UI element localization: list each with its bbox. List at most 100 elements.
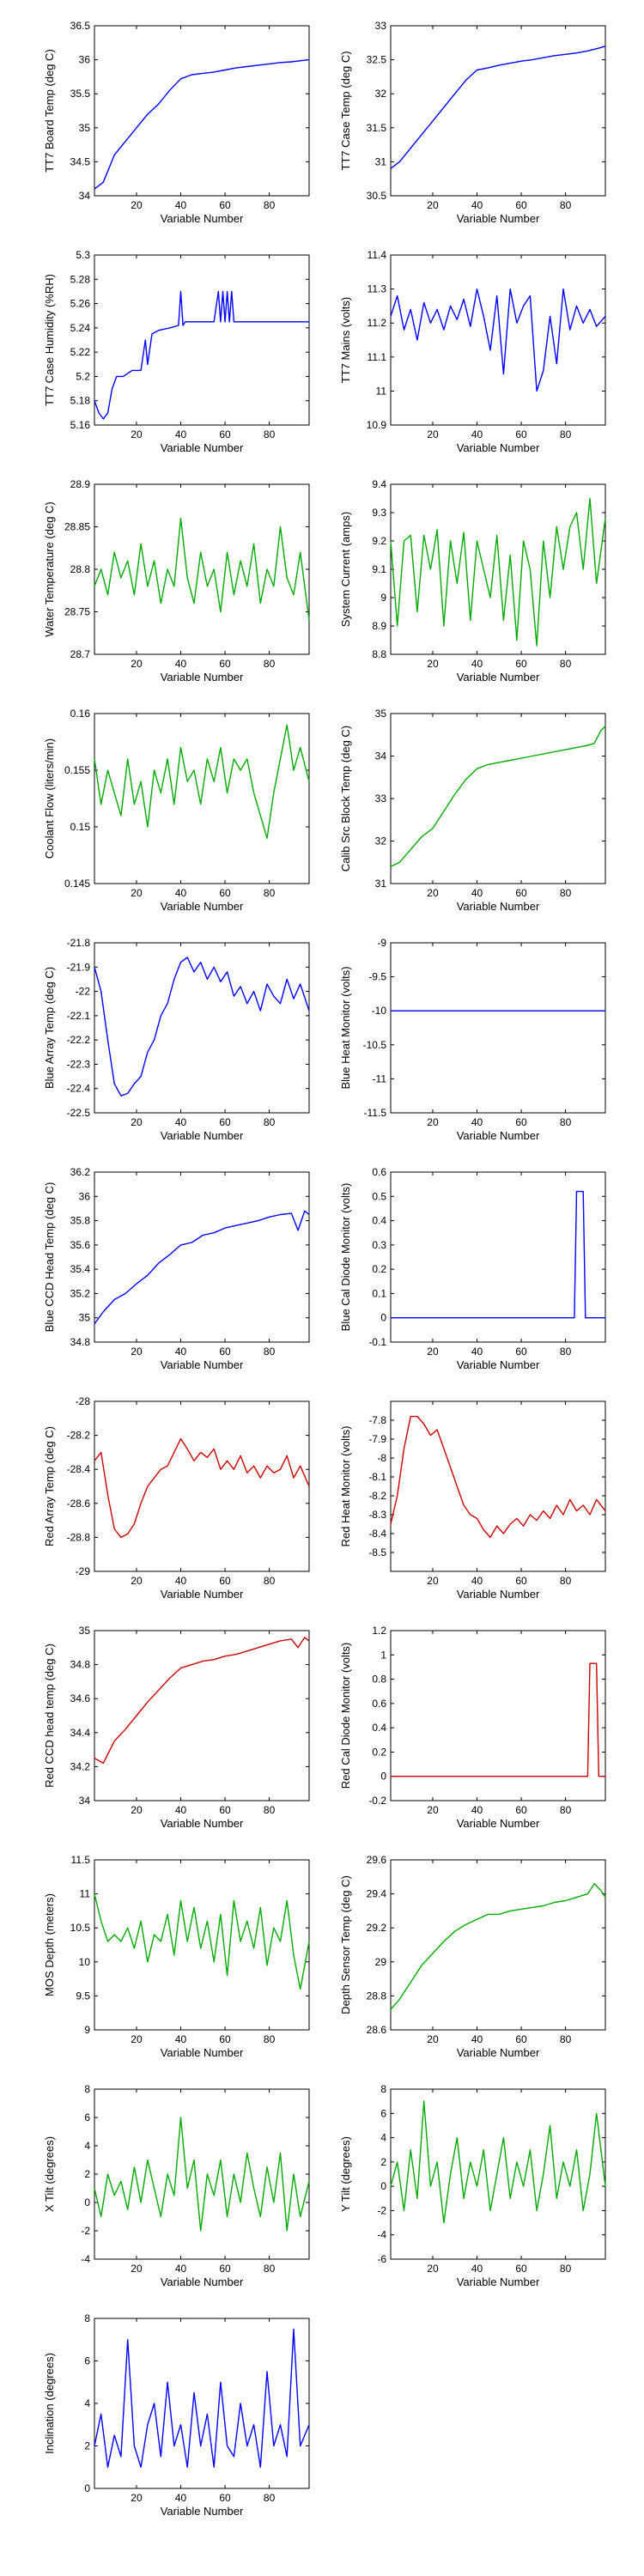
chart-panel-blue-ccd-head-temp: 34.8 35 35.2 35.4 35.6 35.8 36 36.2 20 40 60 80 Vari…	[43, 1166, 310, 1371]
x-tick-label: 20	[427, 658, 439, 670]
x-tick-label: 40	[471, 199, 483, 211]
x-tick-label: 80	[264, 1575, 276, 1587]
x-tick-label: 60	[219, 887, 231, 899]
y-tick-label: 1	[380, 1649, 386, 1661]
x-tick-label: 60	[219, 658, 231, 670]
x-tick-label: 40	[471, 2263, 483, 2275]
plot-area	[94, 942, 310, 1114]
series-line-mos-depth	[94, 1893, 310, 1990]
y-tick-label: 4	[84, 2397, 90, 2409]
x-axis-label: Variable Number	[161, 1129, 244, 1142]
x-axis-label: Variable Number	[457, 212, 540, 225]
y-tick-label: -28.4	[67, 1463, 91, 1475]
y-tick-label: -10	[372, 1005, 387, 1017]
x-tick-label: 80	[560, 2263, 572, 2275]
series-line-tt7-case-temp	[390, 46, 606, 169]
y-tick-label: -28.8	[67, 1531, 91, 1543]
y-tick-label: 0.4	[372, 1215, 386, 1227]
x-tick-label: 40	[471, 1346, 483, 1358]
plot-area	[390, 25, 606, 197]
y-tick-label: 0.8	[372, 1674, 386, 1686]
y-tick-label: 11	[376, 385, 387, 397]
y-tick-label: 8	[84, 2312, 90, 2324]
x-tick-label: 80	[560, 887, 572, 899]
y-axis-label: Water Temperature (deg C)	[43, 501, 56, 637]
y-tick-label: 36	[79, 54, 91, 66]
x-tick-label: 20	[131, 428, 143, 440]
chart-panel-blue-cal-diode-monitor: -0.1 0 0.1 0.2 0.3 0.4 0.5 0.6 20 40 60 80 Variable …	[339, 1166, 606, 1371]
y-axis-label: Blue Heat Monitor (volts)	[339, 966, 352, 1089]
x-tick-label: 20	[131, 2492, 143, 2504]
series-line-coolant-flow	[94, 724, 310, 839]
y-tick-label: -6	[377, 2253, 386, 2265]
y-tick-label: 11.2	[368, 317, 387, 329]
x-axis-label: Variable Number	[161, 2505, 244, 2518]
y-tick-label: 35.2	[70, 1287, 91, 1299]
y-tick-label: 5.22	[70, 346, 91, 358]
x-tick-label: 20	[131, 1346, 143, 1358]
y-tick-label: 0	[380, 2180, 386, 2192]
chart-panel-inclination: 0 2 4 6 8 20 40 60 80 Variable Number Inclination …	[43, 2312, 310, 2518]
y-tick-label: 29.2	[367, 1922, 387, 1934]
x-tick-label: 40	[175, 199, 187, 211]
x-tick-label: 20	[131, 1116, 143, 1128]
y-tick-label: 10	[79, 1956, 91, 1968]
y-tick-label: 34.8	[70, 1659, 91, 1671]
series-line-inclination	[94, 2328, 310, 2469]
x-axis-label: Variable Number	[457, 900, 540, 913]
y-tick-label: 5.2	[76, 370, 90, 382]
y-tick-label: 2	[84, 2440, 90, 2452]
y-tick-label: -22.1	[67, 1010, 91, 1022]
y-tick-label: -22.2	[67, 1034, 91, 1046]
x-tick-label: 40	[175, 1116, 187, 1128]
y-tick-label: 10.9	[367, 419, 387, 431]
series-line-red-cal-diode-monitor	[391, 1662, 605, 1777]
y-tick-label: 32	[375, 88, 387, 100]
y-axis-label: TT7 Board Temp (deg C)	[43, 49, 56, 173]
x-axis-label: Variable Number	[457, 1129, 540, 1142]
y-tick-label: 11.5	[71, 1854, 91, 1866]
y-tick-label: -28	[76, 1395, 91, 1407]
y-tick-label: -22	[76, 986, 91, 998]
plot-area	[94, 25, 310, 197]
chart-panel-red-heat-monitor: -8.5 -8.4 -8.3 -8.2 -8.1 -8 -7.9 -7.8 20 40 60 80 Va…	[339, 1400, 606, 1601]
y-axis-label: Coolant Flow (liters/min)	[43, 738, 56, 859]
y-axis-label: Blue Array Temp (deg C)	[43, 967, 56, 1089]
x-tick-label: 60	[515, 1575, 527, 1587]
chart-panel-tt7-case-humidity: 5.16 5.18 5.2 5.22 5.24 5.26 5.28 5.3 20 40 60 80 Va…	[43, 249, 310, 454]
x-tick-label: 80	[264, 2492, 276, 2504]
y-tick-label: 28.8	[70, 563, 91, 575]
x-tick-label: 40	[175, 2263, 187, 2275]
y-tick-label: 9.4	[372, 478, 386, 490]
y-tick-label: 28.9	[70, 478, 91, 490]
chart-panel-y-tilt: -6 -4 -2 0 2 4 6 8 20 40 60 80 Variable Number Y Tilt…	[339, 2083, 606, 2288]
y-tick-label: -11	[373, 1072, 387, 1084]
x-tick-label: 40	[175, 2033, 187, 2045]
chart-panel-blue-heat-monitor: -11.5 -11 -10.5 -10 -9.5 -9 20 40 60 80 Variable N…	[339, 937, 606, 1142]
y-tick-label: -2	[81, 2225, 90, 2237]
series-line-y-tilt	[390, 2100, 606, 2224]
y-tick-label: 32.5	[367, 54, 387, 66]
x-tick-label: 40	[471, 2033, 483, 2045]
x-tick-label: 60	[219, 1804, 231, 1816]
y-tick-label: 28.75	[64, 606, 90, 618]
y-axis-label: Calib Src Block Temp (deg C)	[339, 726, 352, 872]
x-tick-label: 40	[471, 887, 483, 899]
series-line-tt7-board-temp	[94, 58, 310, 190]
x-axis-label: Variable Number	[457, 1358, 540, 1371]
y-tick-label: 5.28	[70, 273, 91, 285]
x-tick-label: 80	[264, 2033, 276, 2045]
x-tick-label: 40	[471, 658, 483, 670]
x-tick-label: 60	[219, 1346, 231, 1358]
x-tick-label: 80	[560, 1575, 572, 1587]
series-line-system-current	[390, 497, 606, 647]
y-tick-label: -21.8	[67, 937, 91, 949]
y-axis-label: Red Array Temp (deg C)	[43, 1426, 56, 1546]
x-tick-label: 60	[515, 2263, 527, 2275]
x-tick-label: 40	[471, 1804, 483, 1816]
y-tick-label: 35	[79, 1625, 91, 1637]
series-line-red-heat-monitor	[390, 1415, 606, 1539]
x-tick-label: 20	[131, 2263, 143, 2275]
x-tick-label: 80	[264, 1804, 276, 1816]
